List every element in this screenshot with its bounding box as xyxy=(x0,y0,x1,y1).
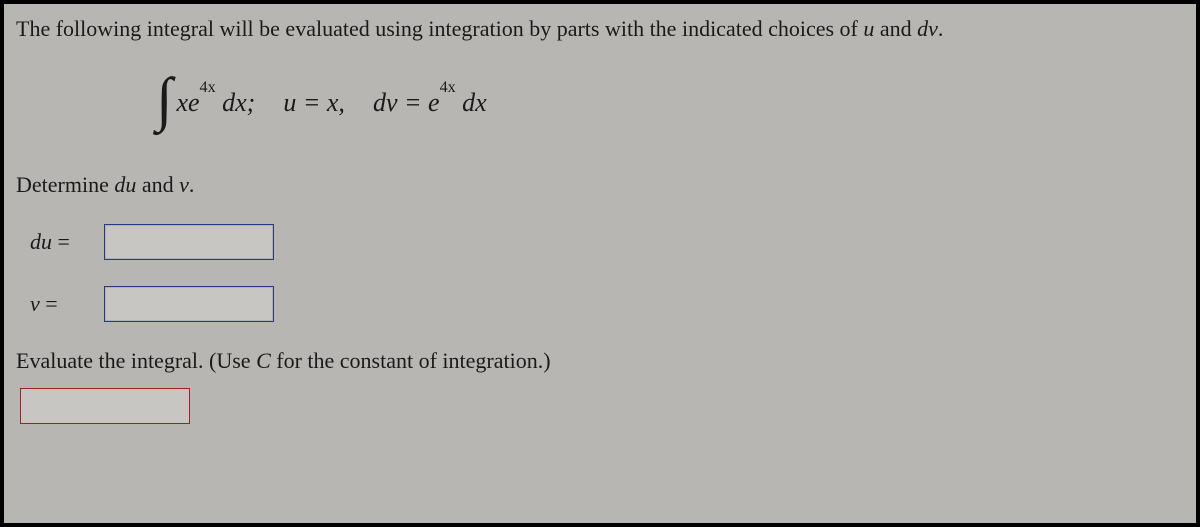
prompt-and: and xyxy=(874,16,917,41)
v-input[interactable] xyxy=(104,286,274,322)
dv-dx: dx xyxy=(456,88,487,117)
prompt-dv: dv xyxy=(917,16,938,41)
determine-and: and xyxy=(136,172,179,197)
prompt-period: . xyxy=(938,16,944,41)
integral-sign-icon: ∫ xyxy=(156,81,172,117)
integrand-dx: dx; xyxy=(216,88,256,117)
dv-assignment: dv = e4x dx xyxy=(373,88,487,118)
final-answer-input[interactable] xyxy=(20,388,190,424)
determine-v: v xyxy=(179,172,189,197)
determine-prefix: Determine xyxy=(16,172,114,197)
u-assignment: u = x, xyxy=(283,88,345,118)
evaluate-instruction: Evaluate the integral. (Use C for the co… xyxy=(16,348,1184,374)
determine-period: . xyxy=(189,172,195,197)
determine-du: du xyxy=(114,172,136,197)
evaluate-prefix: Evaluate the integral. (Use xyxy=(16,348,256,373)
du-label: du = xyxy=(30,229,92,255)
prompt-text: The following integral will be evaluated… xyxy=(16,16,1184,42)
evaluate-suffix: for the constant of integration.) xyxy=(271,348,551,373)
du-answer-row: du = xyxy=(30,224,1184,260)
problem-container: The following integral will be evaluated… xyxy=(0,0,1200,527)
du-input[interactable] xyxy=(104,224,274,260)
integral-expression: ∫ xe4x dx; u = x, dv = e4x dx xyxy=(16,68,1184,138)
determine-instruction: Determine du and v. xyxy=(16,172,1184,198)
integrand-exp: 4x xyxy=(200,79,216,96)
dv-exp: 4x xyxy=(440,79,456,96)
integrand-var: xe xyxy=(176,88,199,117)
integral-term: ∫ xe4x dx; xyxy=(156,85,255,121)
final-answer-row xyxy=(16,384,1184,424)
prompt-prefix: The following integral will be evaluated… xyxy=(16,16,863,41)
evaluate-C: C xyxy=(256,348,271,373)
v-answer-row: v = xyxy=(30,286,1184,322)
prompt-u: u xyxy=(863,16,874,41)
dv-prefix: dv = e xyxy=(373,88,440,117)
v-label: v = xyxy=(30,291,92,317)
